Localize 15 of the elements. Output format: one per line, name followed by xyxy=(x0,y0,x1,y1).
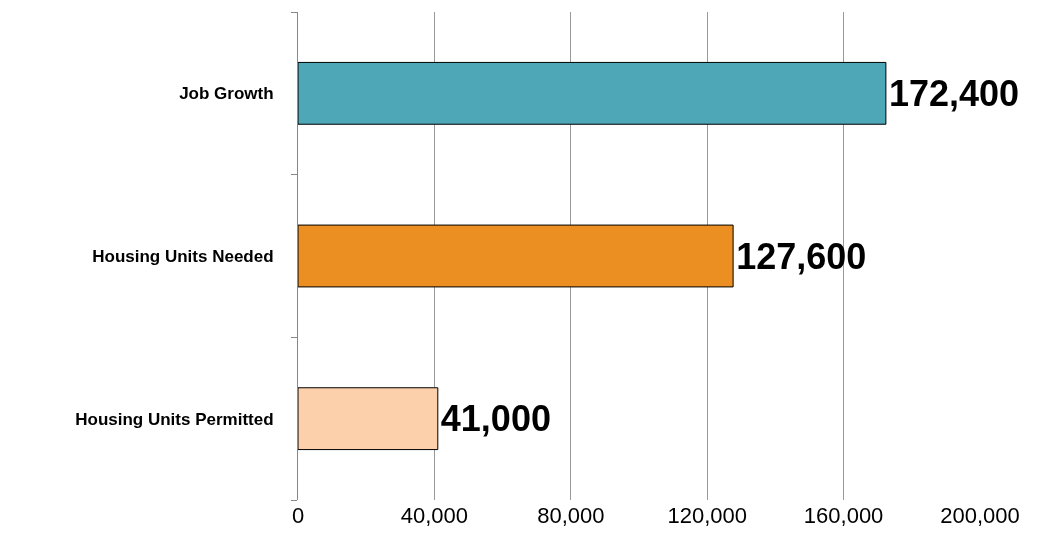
data-label: 172,400 xyxy=(888,72,1020,114)
y-tick-label: Housing Units Permitted xyxy=(75,409,274,429)
y-tick-label: Job Growth xyxy=(179,84,274,104)
x-tick-label: 80,000 xyxy=(537,503,605,528)
bar xyxy=(298,61,887,125)
bar xyxy=(298,387,439,451)
x-tick-label: 40,000 xyxy=(400,503,469,528)
x-tick-label: 200,000 xyxy=(940,503,1020,528)
data-label: 127,600 xyxy=(736,235,867,277)
x-tick-label: 160,000 xyxy=(803,503,884,528)
y-tick-label: Housing Units Needed xyxy=(92,246,274,266)
x-tick-label: 120,000 xyxy=(667,503,747,528)
data-label: 41,000 xyxy=(440,398,551,440)
bar xyxy=(298,224,734,288)
x-tick-label: 0 xyxy=(291,503,305,528)
